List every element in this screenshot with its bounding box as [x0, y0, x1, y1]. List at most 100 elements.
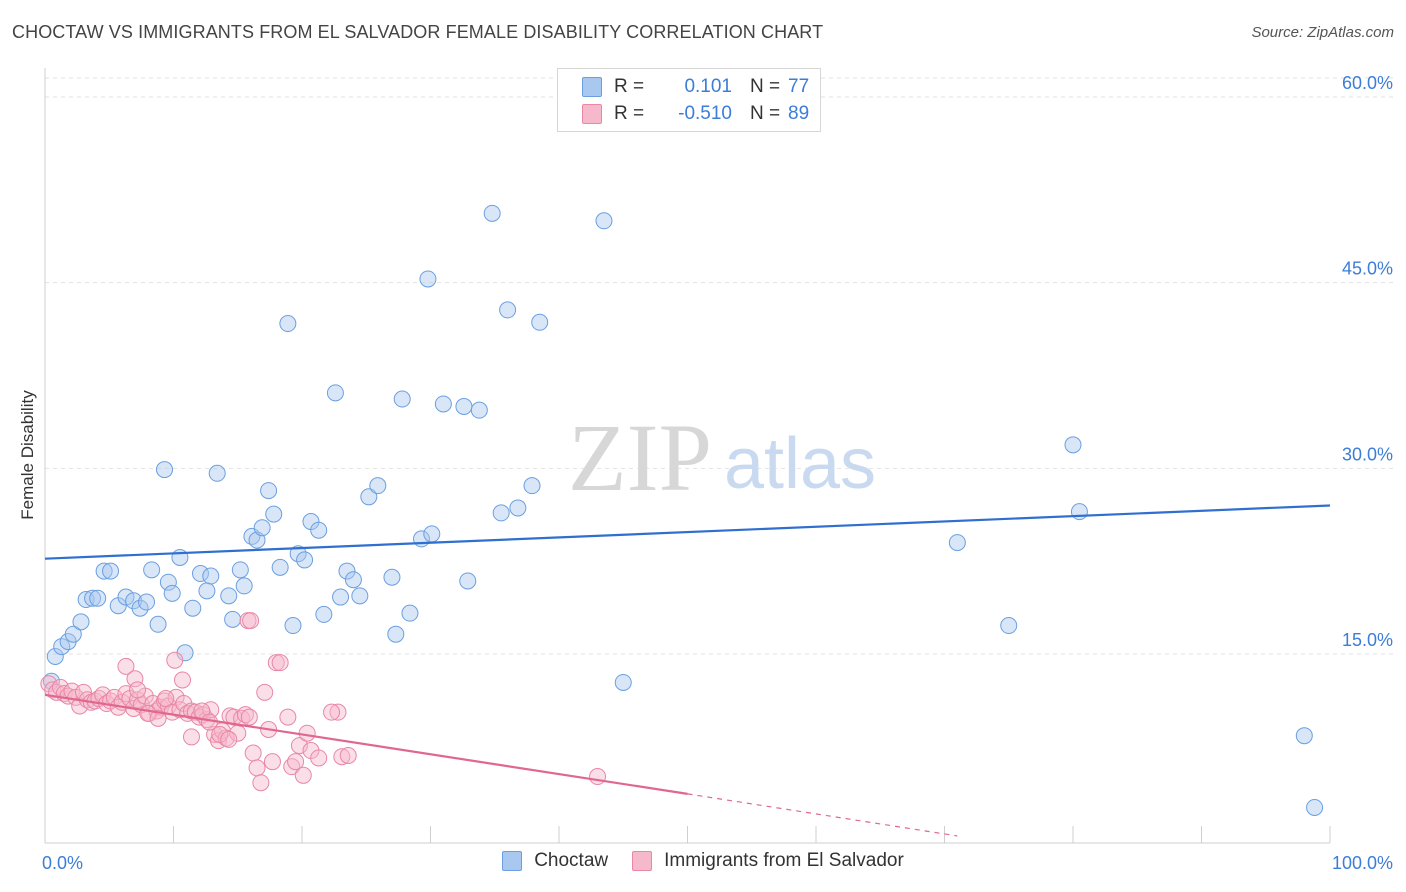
- point-choctaw: [143, 561, 161, 579]
- point-el-salvador: [220, 730, 238, 748]
- point-choctaw: [1064, 436, 1082, 454]
- point-el-salvador: [271, 654, 289, 672]
- point-choctaw: [393, 390, 411, 408]
- point-choctaw: [470, 401, 488, 419]
- point-el-salvador: [589, 768, 607, 786]
- x-tick-label-max: 100.0%: [1332, 853, 1393, 873]
- point-choctaw: [315, 605, 333, 623]
- point-choctaw: [95, 562, 113, 580]
- point-choctaw: [351, 587, 369, 605]
- point-choctaw: [260, 482, 278, 500]
- point-choctaw: [156, 461, 174, 479]
- point-choctaw: [102, 562, 120, 580]
- y-tick-label: 15.0%: [1342, 630, 1393, 650]
- point-choctaw: [159, 573, 177, 591]
- legend-swatch-el-salvador: [582, 104, 602, 124]
- chart-title: CHOCTAW VS IMMIGRANTS FROM EL SALVADOR F…: [12, 22, 824, 42]
- point-el-salvador: [149, 709, 167, 727]
- point-el-salvador: [263, 753, 281, 771]
- trend-line-choctaw: [44, 504, 1331, 560]
- legend-n-value: 77: [788, 76, 810, 97]
- source-credit: Source: ZipAtlas.com: [1251, 24, 1394, 41]
- watermark-zip: ZIP: [568, 404, 712, 511]
- correlation-legend: R = 0.101 N = 77 R = -0.510 N = 89: [557, 68, 821, 132]
- point-choctaw: [423, 525, 441, 543]
- watermark: ZIP atlas: [568, 404, 876, 511]
- legend-r-value: -0.510: [678, 103, 732, 124]
- legend-r-value: 0.101: [684, 76, 732, 97]
- point-choctaw: [509, 499, 527, 517]
- point-choctaw: [265, 505, 283, 523]
- point-choctaw: [326, 384, 344, 402]
- point-choctaw: [42, 672, 60, 690]
- point-choctaw: [383, 568, 401, 586]
- point-choctaw: [163, 584, 181, 602]
- series-swatch-choctaw: [502, 851, 523, 871]
- axis-layer: 15.0% 30.0% 45.0% 60.0% 0.0% 100.0%: [42, 68, 1393, 873]
- point-el-salvador: [166, 651, 184, 669]
- series-label-choctaw: Choctaw: [534, 850, 609, 871]
- point-el-salvador: [310, 749, 328, 767]
- point-el-salvador: [182, 728, 200, 746]
- point-choctaw: [198, 582, 216, 600]
- point-choctaw: [220, 587, 238, 605]
- point-el-salvador: [294, 766, 312, 784]
- y-tick-label: 60.0%: [1342, 73, 1393, 93]
- point-choctaw: [138, 593, 156, 611]
- point-el-salvador: [157, 690, 175, 708]
- point-choctaw: [224, 610, 242, 628]
- point-el-salvador: [329, 703, 347, 721]
- point-el-salvador: [287, 753, 305, 771]
- legend-r-label: R =: [614, 76, 645, 97]
- point-choctaw: [284, 617, 302, 635]
- point-choctaw: [202, 567, 220, 585]
- legend-n-label: N =: [750, 76, 781, 97]
- trend-line-el-salvador-extrapolated: [687, 793, 958, 837]
- legend-n-value: 89: [788, 103, 810, 124]
- point-choctaw: [614, 673, 632, 691]
- point-el-salvador: [339, 746, 357, 764]
- series-legend: Choctaw Immigrants from El Salvador: [0, 850, 1406, 872]
- legend-n-label: N =: [750, 103, 781, 124]
- point-choctaw: [455, 397, 473, 415]
- point-el-salvador: [323, 703, 341, 721]
- points-layer: [40, 204, 1324, 816]
- point-choctaw: [483, 204, 501, 222]
- point-choctaw: [1070, 503, 1088, 521]
- series-legend-choctaw: Choctaw: [502, 850, 608, 872]
- point-choctaw: [279, 315, 297, 333]
- point-el-salvador: [202, 701, 220, 719]
- point-el-salvador: [211, 725, 229, 743]
- series-label-el-salvador: Immigrants from El Salvador: [664, 850, 904, 871]
- point-choctaw: [310, 521, 328, 539]
- point-choctaw: [296, 551, 314, 569]
- point-el-salvador: [240, 708, 258, 726]
- legend-row-el-salvador: R = -0.510 N = 89: [582, 102, 809, 126]
- point-el-salvador: [244, 744, 262, 762]
- point-el-salvador: [117, 657, 135, 675]
- point-choctaw: [401, 604, 419, 622]
- point-choctaw: [1000, 617, 1018, 635]
- point-el-salvador: [333, 748, 351, 766]
- point-choctaw: [149, 615, 167, 633]
- point-el-salvador: [126, 670, 144, 688]
- legend-row-choctaw: R = 0.101 N = 77: [582, 75, 809, 99]
- series-legend-el-salvador: Immigrants from El Salvador: [632, 850, 904, 872]
- point-choctaw: [434, 395, 452, 413]
- point-choctaw: [184, 599, 202, 617]
- legend-swatch-choctaw: [582, 77, 602, 97]
- y-tick-label: 30.0%: [1342, 444, 1393, 464]
- point-choctaw: [253, 519, 271, 537]
- point-choctaw: [289, 545, 307, 563]
- point-choctaw: [369, 477, 387, 495]
- point-el-salvador: [252, 774, 270, 792]
- point-choctaw: [360, 488, 378, 506]
- legend-r-label: R =: [614, 103, 645, 124]
- point-el-salvador: [279, 708, 297, 726]
- point-choctaw: [1306, 798, 1324, 816]
- point-el-salvador: [242, 612, 260, 630]
- point-choctaw: [338, 562, 356, 580]
- point-el-salvador: [173, 671, 191, 689]
- point-choctaw: [191, 565, 209, 583]
